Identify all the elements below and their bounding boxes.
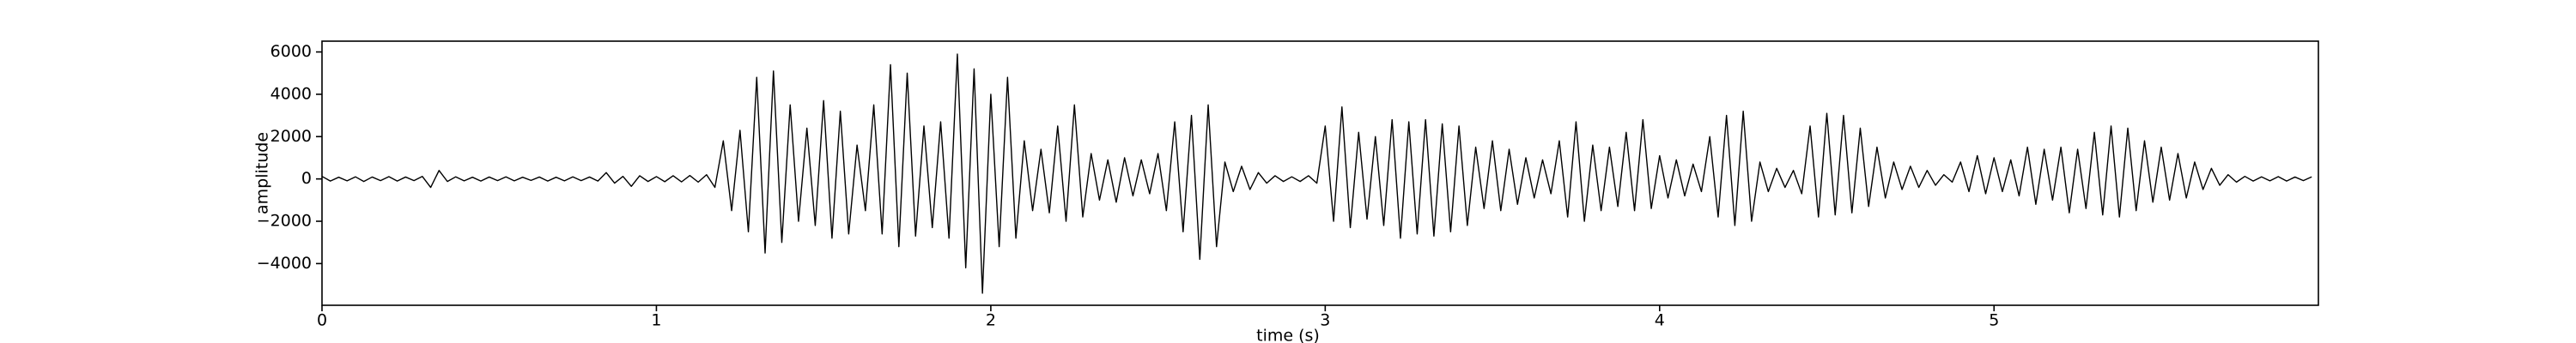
y-tick-label: 2000 bbox=[270, 127, 312, 146]
waveform-line bbox=[321, 53, 2312, 294]
x-tick-label: 1 bbox=[651, 311, 661, 330]
y-tick-label: 6000 bbox=[270, 42, 312, 61]
x-tick-label: 5 bbox=[1989, 311, 1999, 330]
y-tick-label: −4000 bbox=[257, 254, 312, 273]
y-tick-label: −2000 bbox=[257, 212, 312, 231]
plot-frame bbox=[321, 40, 2319, 306]
y-axis-label: amplitude bbox=[253, 132, 272, 214]
y-tick-label: 0 bbox=[301, 169, 312, 188]
x-tick-label: 2 bbox=[986, 311, 996, 330]
x-axis-label: time (s) bbox=[1256, 327, 1320, 343]
x-tick-label: 3 bbox=[1320, 311, 1330, 330]
y-tick-label: 4000 bbox=[270, 84, 312, 103]
x-tick-label: 0 bbox=[317, 311, 327, 330]
x-tick-label: 4 bbox=[1655, 311, 1665, 330]
